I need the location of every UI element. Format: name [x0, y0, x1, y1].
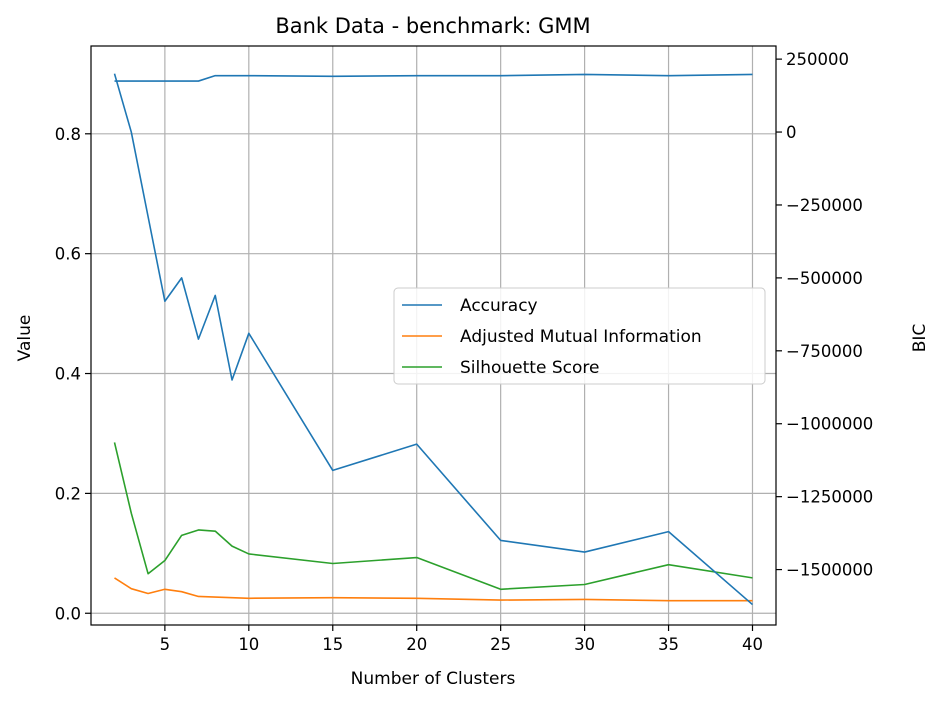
- x-axis-label: Number of Clusters: [351, 669, 516, 689]
- y-axis-ticks: 0.0 0.2 0.4 0.6 0.8: [55, 125, 91, 623]
- y2-tick-label: −750000: [786, 342, 863, 361]
- y-tick-label: 0.2: [55, 484, 81, 503]
- legend-label: Adjusted Mutual Information: [460, 327, 702, 347]
- y2-tick-label: −1000000: [786, 415, 873, 434]
- x-tick-label: 40: [742, 635, 763, 654]
- series-line-adjusted-mutual-information: [114, 577, 753, 602]
- y-tick-label: 0.8: [55, 125, 81, 144]
- legend-box: [393, 287, 766, 385]
- legend-label: Silhouette Score: [460, 358, 599, 378]
- x-tick-label: 35: [658, 635, 679, 654]
- x-tick-label: 10: [238, 635, 259, 654]
- x-tick-label: 20: [406, 635, 427, 654]
- axes-frame: [90, 45, 777, 626]
- y2-axis-ticks: 250000 0 −250000 −500000 −750000 −1000000 −125…: [776, 50, 873, 580]
- y2-tick-label: −1250000: [786, 488, 873, 507]
- y-tick-label: 0.6: [55, 245, 81, 264]
- x-tick-label: 25: [490, 635, 511, 654]
- y2-tick-label: −250000: [786, 196, 863, 215]
- x-tick-label: 30: [574, 635, 595, 654]
- series-layer: [113, 73, 754, 606]
- y-tick-label: 0.0: [55, 604, 81, 623]
- x-tick-label: 15: [322, 635, 343, 654]
- x-tick-label: 5: [160, 635, 171, 654]
- chart-title: Bank Data - benchmark: GMM: [275, 14, 590, 38]
- series-line-silhouette-score: [113, 442, 753, 591]
- y2-axis-label: BIC: [910, 324, 930, 353]
- y2-tick-label: −500000: [786, 269, 863, 288]
- y-axis-label: Value: [15, 315, 35, 362]
- y2-tick-label: 250000: [786, 50, 849, 69]
- legend: Accuracy Adjusted Mutual Information Silho…: [393, 287, 766, 385]
- x-axis-ticks: 5 10 15 20 25 30 35 40: [160, 625, 763, 654]
- y-tick-label: 0.4: [55, 365, 81, 384]
- y2-tick-label: −1500000: [786, 561, 873, 580]
- series-line-accuracy: [114, 73, 753, 82]
- series-line-bic: [113, 73, 754, 606]
- legend-label: Accuracy: [460, 296, 538, 316]
- y2-tick-label: 0: [786, 123, 797, 142]
